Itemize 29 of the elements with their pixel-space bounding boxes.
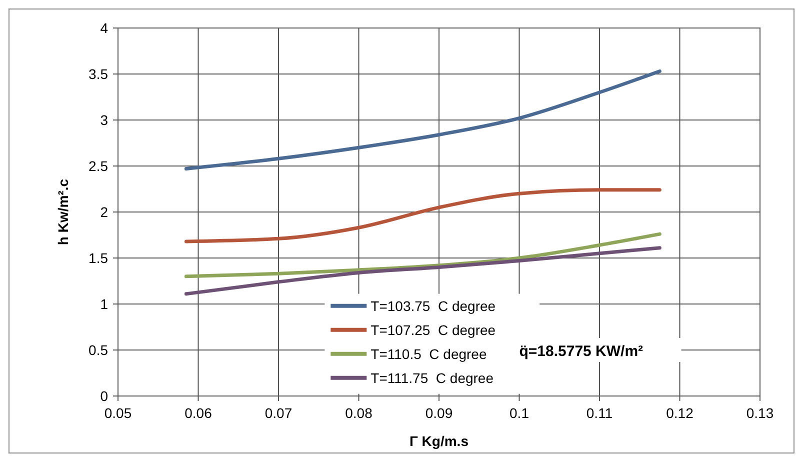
line-series bbox=[184, 69, 662, 171]
y-tick-label: 3.5 bbox=[88, 66, 108, 82]
y-tick-label: 0 bbox=[100, 388, 108, 404]
line-series bbox=[184, 188, 662, 244]
x-tick-label: 0.06 bbox=[184, 405, 212, 421]
x-tick-label: 0.11 bbox=[586, 405, 613, 421]
x-tick-label: 0.05 bbox=[104, 405, 132, 421]
x-tick-label: 0.1 bbox=[510, 405, 530, 421]
y-tick-label: 3 bbox=[100, 112, 108, 128]
y-tick-label: 2 bbox=[100, 204, 108, 220]
x-tick-label: 0.07 bbox=[264, 405, 292, 421]
legend-label: T=107.25 C degree bbox=[370, 322, 496, 338]
legend-label: T=111.75 C degree bbox=[370, 370, 494, 386]
x-axis-title: Γ Kg/m.s bbox=[410, 433, 469, 449]
y-tick-label: 0.5 bbox=[88, 342, 108, 358]
y-tick-label: 1.5 bbox=[88, 250, 108, 266]
y-axis-title: h Kw/m².c bbox=[55, 178, 71, 246]
line-series bbox=[184, 246, 662, 296]
x-tick-label: 0.12 bbox=[666, 405, 694, 421]
legend-label: T=103.75 C degree bbox=[370, 298, 496, 314]
legend-label: T=110.5 C degree bbox=[370, 346, 487, 362]
y-tick-label: 1 bbox=[100, 296, 108, 312]
annotation: q̈=18.5775 KW/m² bbox=[519, 343, 644, 360]
y-tick-label: 4 bbox=[100, 20, 108, 36]
x-tick-label: 0.09 bbox=[425, 405, 453, 421]
x-tick-label: 0.13 bbox=[746, 405, 774, 421]
line-series bbox=[184, 232, 662, 278]
x-tick-label: 0.08 bbox=[345, 405, 373, 421]
y-tick-label: 2.5 bbox=[88, 158, 108, 174]
